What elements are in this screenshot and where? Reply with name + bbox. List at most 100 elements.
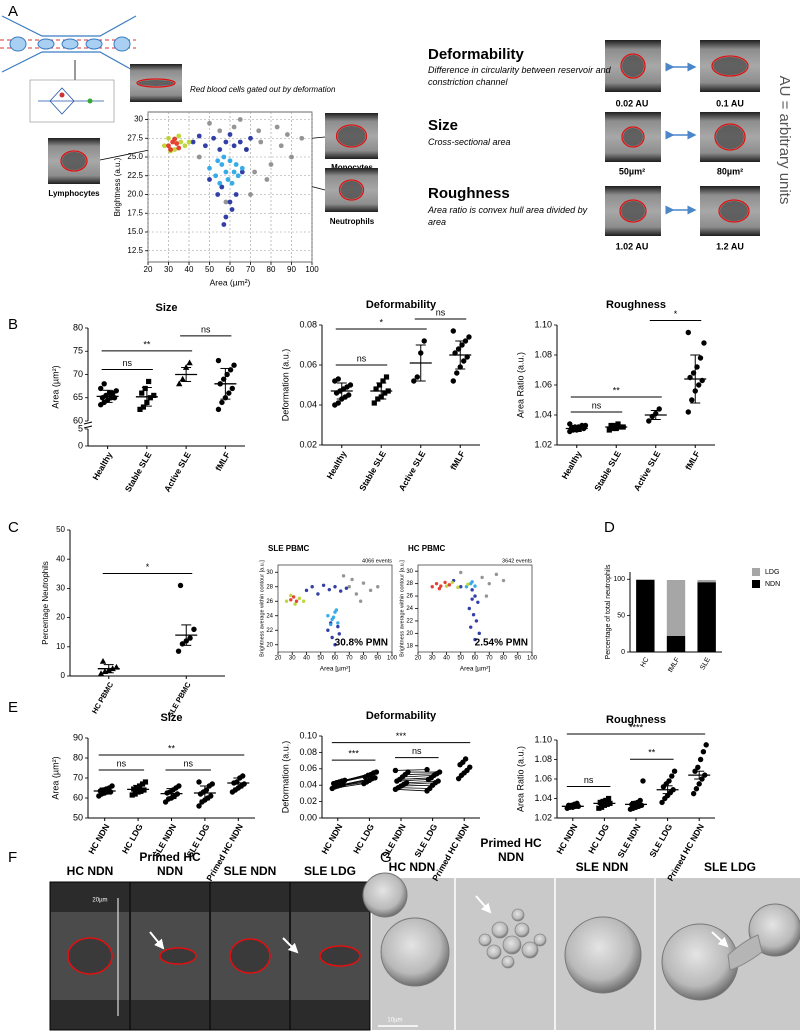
data-point [177,582,184,589]
example-label: 50µm² [619,166,645,176]
cell-contour [60,150,88,172]
bleb [491,921,509,939]
arrow [475,895,492,914]
data-point [172,136,178,142]
significance-label: ns [201,324,211,334]
data-point [326,614,330,618]
data-point [383,374,390,380]
y-tick-label: 50 [56,525,65,534]
data-point [217,128,223,134]
data-point [190,139,196,145]
x-tick-label: fMLF [683,449,702,472]
data-point [462,338,469,344]
data-point [456,585,460,590]
pair-line [396,779,429,782]
data-point [140,404,147,410]
y-axis-label: Deformation (a.u.) [280,741,290,814]
data-point [221,154,227,160]
x-tick-label: HC NDN [319,822,344,856]
pair-line [403,782,436,785]
y-tick-label: 1.06 [534,379,552,389]
data-point [669,773,675,779]
y-axis-label: Area (µm²) [50,365,60,408]
data-point [231,143,237,149]
data-point [690,790,697,797]
y-tick-label: 40 [56,554,65,563]
legend-swatch [752,568,760,576]
data-point [186,359,193,366]
significance-label: ns [357,353,367,363]
image-label: SLE NDN [224,864,277,878]
cell-contour [319,945,361,967]
parameter-title: Size [428,117,458,134]
y-axis-label: Percentage Neutrophils [41,561,50,645]
data-point [334,608,339,612]
data-point [139,390,145,396]
data-point [248,135,253,141]
x-tick-label: 90 [287,265,296,274]
x-tick-label: 50 [317,656,324,662]
data-point [693,786,700,792]
y-tick-label: 15.0 [127,227,143,236]
cell-contour [621,126,645,148]
plot-frame [277,564,393,653]
x-tick-label: HC LDG [351,822,376,856]
x-tick-label: 30 [164,265,173,274]
y-tick-label: 24 [266,613,273,619]
cell [621,201,645,221]
pair-line [395,788,428,792]
data-point [697,355,704,361]
data-point [376,585,380,589]
x-tick-label: Active SLE [632,449,663,493]
uropod [727,934,763,971]
data-point [685,329,691,336]
data-point [405,769,411,775]
pair-line [406,780,439,784]
y-tick-label: 30 [134,115,143,124]
data-point [168,147,173,152]
y-tick-label: 28 [266,584,273,590]
y-tick-label: 20 [406,631,413,637]
data-point [304,588,309,593]
significance-label: ns [584,775,594,785]
data-point [597,799,603,805]
data-point [329,622,333,627]
data-point [347,585,351,589]
data-point [414,374,420,380]
double-arrow [665,62,697,215]
y-tick-label: 1.04 [534,409,552,419]
bar-segment [636,580,655,652]
y-tick-label: 12.5 [127,246,143,255]
y-tick-label: 60 [73,792,83,802]
data-point [344,586,349,590]
significance-label: ns [117,758,127,768]
image-label: SLE NDN [576,860,629,874]
data-point [333,643,337,647]
data-point [223,199,229,205]
data-point [358,599,363,603]
bleb [478,933,492,947]
image-label: HC NDN [389,860,436,874]
data-point [335,376,341,382]
data-point [443,580,447,585]
data-point [217,180,223,186]
data-point [215,158,221,164]
image-label: Primed HC NDN [480,836,542,864]
data-point [129,792,135,798]
example-label: 1.02 AU [616,241,649,251]
y-tick-label: 50 [617,612,625,619]
example-label: 0.1 AU [716,98,744,108]
pair-line [395,769,428,771]
data-point [646,418,652,424]
chart-title: Roughness [606,299,666,311]
y-tick-label: 0.04 [299,399,317,409]
data-point [142,779,149,785]
data-point [264,177,270,182]
data-point [484,594,489,598]
data-point [380,378,386,384]
data-point [477,631,481,636]
x-tick-label: Healthy [324,449,348,481]
y-tick-label: 24 [406,606,413,612]
data-point [327,587,331,592]
